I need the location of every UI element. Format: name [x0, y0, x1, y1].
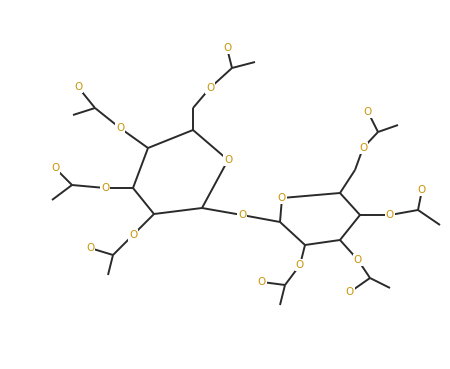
Text: O: O — [238, 210, 246, 220]
Text: O: O — [74, 82, 82, 92]
Text: O: O — [354, 255, 362, 265]
Text: O: O — [223, 43, 231, 53]
Text: O: O — [346, 287, 354, 297]
Text: O: O — [86, 243, 94, 253]
Text: O: O — [206, 83, 214, 93]
Text: O: O — [116, 123, 124, 133]
Text: O: O — [224, 155, 232, 165]
Text: O: O — [51, 163, 59, 173]
Text: O: O — [101, 183, 109, 193]
Text: O: O — [296, 260, 304, 270]
Text: O: O — [418, 185, 426, 195]
Text: O: O — [278, 193, 286, 203]
Text: O: O — [258, 277, 266, 287]
Text: O: O — [129, 230, 137, 240]
Text: O: O — [386, 210, 394, 220]
Text: O: O — [359, 143, 367, 153]
Text: O: O — [364, 107, 372, 117]
